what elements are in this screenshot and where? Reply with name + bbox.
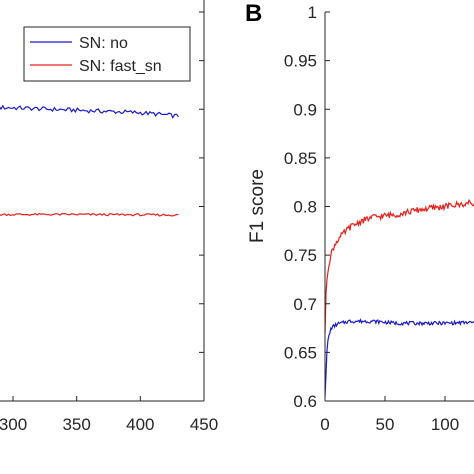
panel-b-y-ticks: 0.6 0.65 0.7 0.75 0.8 0.85 0.9 0.95 1 (284, 3, 330, 411)
panel-b-series-line-1 (324, 198, 474, 333)
panel-b-y-tick-label: 0.95 (284, 52, 317, 71)
panel-b-y-tick-label: 0.85 (284, 149, 317, 168)
panel-a-plot-area (0, 104, 179, 217)
legend-box (23, 26, 191, 82)
panel-a-x-tick-label: 300 (0, 415, 27, 434)
panel-a-x-tick-label: 400 (126, 415, 154, 434)
panel-b-plot-area (324, 198, 474, 397)
panel-a: 300350400450250 SN: no SN: fast_sn (0, 0, 218, 434)
panel-b: B F1 score 0.6 0.65 0.7 0.75 0.8 0.85 0.9 0.95 1… (245, 0, 474, 434)
panel-b-series-line-0 (324, 317, 474, 397)
legend-label-sn-no: SN: no (79, 35, 128, 52)
panel-b-y-axis-label: F1 score (247, 169, 268, 243)
panel-b-x-tick-label: 50 (376, 415, 395, 434)
panel-b-y-tick-label: 0.9 (293, 100, 317, 119)
panel-a-y-ticks (199, 11, 204, 402)
panel-b-y-tick-label: 0.7 (293, 295, 317, 314)
legend-label-sn-fast: SN: fast_sn (79, 58, 162, 75)
panel-b-y-tick-label: 0.75 (284, 246, 317, 265)
panel-a-x-tick-label: 450 (190, 415, 218, 434)
panel-b-y-tick-label: 0.6 (293, 392, 317, 411)
panel-b-x-ticks: 0 50 100 (320, 396, 459, 434)
panel-a-series-line-1 (0, 212, 179, 217)
panel-b-x-tick-label: 0 (320, 415, 329, 434)
panel-b-y-tick-label: 0.8 (293, 198, 317, 217)
panel-a-x-ticks: 300350400450250 (0, 396, 218, 434)
panel-a-series-line-0 (0, 104, 179, 119)
panel-b-y-tick-label: 1 (308, 3, 317, 22)
panel-a-x-tick-label: 350 (62, 415, 90, 434)
panel-b-x-tick-label: 100 (431, 415, 459, 434)
legend: SN: no SN: fast_sn (23, 26, 191, 82)
panel-b-y-tick-label: 0.65 (284, 343, 317, 362)
panel-b-label: B (245, 0, 262, 27)
